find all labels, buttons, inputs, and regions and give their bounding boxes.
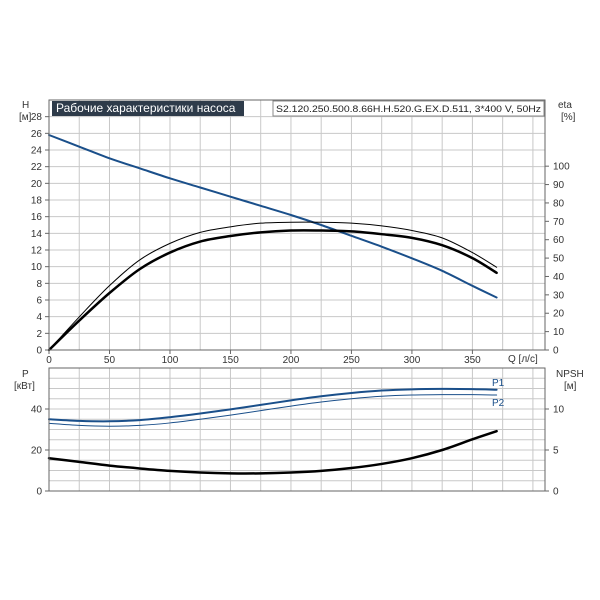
flow-tick-label: 50 — [104, 355, 116, 366]
head-tick-label: 14 — [31, 229, 43, 240]
efficiency-curve-2 — [47, 229, 498, 352]
flow-tick-label: 0 — [46, 355, 52, 366]
flow-axis-ticks: 0 50 100 150 200 250 300 350 — [46, 350, 481, 366]
head-tick-label: 0 — [36, 346, 42, 357]
npsh-tick-label: 5 — [553, 446, 559, 457]
npsh-axis-ticks: 0 5 10 — [545, 405, 565, 498]
eta-tick-label: 40 — [553, 272, 565, 283]
bottom-chart-frame — [48, 367, 546, 492]
power-p2-curve — [48, 394, 498, 427]
top-chart-series — [47, 134, 498, 352]
head-tick-label: 16 — [31, 212, 43, 223]
power-axis-unit: [кВт] — [14, 381, 35, 392]
flow-tick-label: 100 — [162, 355, 179, 366]
head-tick-label: 6 — [36, 296, 42, 307]
head-tick-label: 8 — [36, 279, 42, 290]
model-box — [272, 100, 545, 117]
power-tick-label: 40 — [31, 405, 43, 416]
efficiency-curve-1 — [48, 221, 498, 351]
head-axis-unit: [м] — [19, 112, 32, 123]
npsh-tick-label: 10 — [553, 405, 565, 416]
flow-tick-label: 300 — [404, 355, 421, 366]
head-tick-label: 20 — [31, 179, 43, 190]
head-tick-label: 4 — [36, 312, 42, 323]
eta-axis-label: eta — [558, 100, 572, 111]
series-label-p2: P2 — [492, 398, 505, 409]
eta-tick-label: 100 — [553, 162, 570, 173]
head-tick-label: 24 — [31, 146, 43, 157]
eta-tick-label: 90 — [553, 180, 565, 191]
head-tick-label: 28 — [31, 112, 43, 123]
eta-axis-unit: [%] — [561, 112, 576, 123]
head-curve — [48, 134, 498, 299]
flow-tick-label: 150 — [222, 355, 239, 366]
head-tick-label: 2 — [36, 329, 42, 340]
bottom-chart-series — [47, 387, 498, 475]
head-tick-label: 12 — [31, 246, 43, 257]
power-axis-ticks: 0 20 40 — [31, 405, 49, 498]
npsh-axis-unit: [м] — [564, 381, 577, 392]
power-p1-curve — [48, 387, 498, 423]
eta-tick-label: 60 — [553, 235, 565, 246]
flow-axis-label: Q [л/с] — [508, 354, 538, 365]
eta-tick-label: 0 — [553, 346, 559, 357]
eta-tick-label: 50 — [553, 254, 565, 265]
eta-tick-label: 10 — [553, 327, 565, 338]
npsh-tick-label: 0 — [553, 487, 559, 498]
flow-tick-label: 200 — [283, 355, 300, 366]
top-chart-frame — [48, 99, 546, 351]
eta-tick-label: 20 — [553, 309, 565, 320]
npsh-axis-label: NPSH — [556, 369, 584, 380]
title-background — [52, 101, 244, 116]
eta-tick-label: 30 — [553, 290, 565, 301]
flow-tick-label: 350 — [464, 355, 481, 366]
top-chart-grid — [49, 100, 545, 350]
eta-tick-label: 80 — [553, 198, 565, 209]
head-axis-label: H — [22, 100, 29, 111]
pump-model: S2.120.250.500.8.66H.H.520.G.EX.D.511, 3… — [276, 104, 541, 115]
head-tick-label: 26 — [31, 129, 43, 140]
power-tick-label: 0 — [36, 487, 42, 498]
series-label-p1: P1 — [492, 378, 505, 389]
npsh-curve — [47, 429, 498, 475]
chart-title: Рабочие характеристики насоса — [56, 101, 236, 115]
flow-tick-label: 250 — [343, 355, 360, 366]
power-axis-label: P — [22, 369, 29, 380]
eta-tick-label: 70 — [553, 217, 565, 228]
head-tick-label: 18 — [31, 196, 43, 207]
eta-axis-ticks: 0 10 20 30 40 50 60 70 80 90 100 — [545, 162, 570, 357]
head-tick-label: 10 — [31, 262, 43, 273]
power-tick-label: 20 — [31, 446, 43, 457]
head-tick-label: 22 — [31, 162, 43, 173]
